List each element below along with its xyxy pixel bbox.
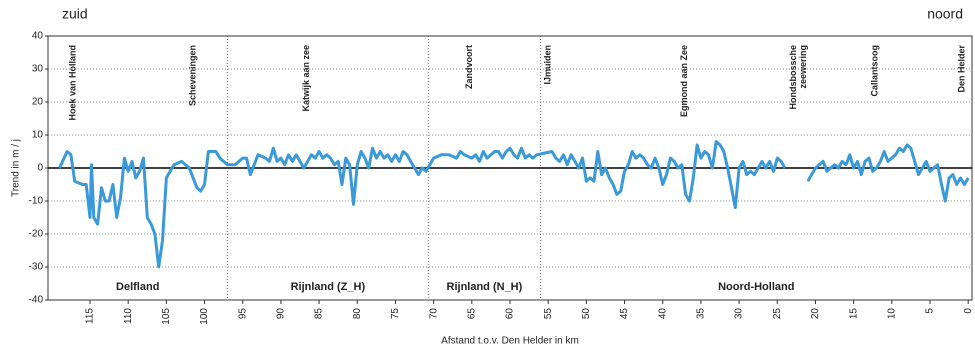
x-tick-label: 85 [314,308,325,320]
region-label: Rijnland (N_H) [447,281,523,293]
x-tick-label: 100 [199,308,210,325]
x-tick-label: 15 [848,308,859,320]
x-tick-label: 5 [925,308,936,314]
y-tick-label: -10 [29,196,44,207]
y-tick-label: 10 [32,130,44,141]
x-tick-label: 35 [696,308,707,320]
y-tick-label: -40 [29,295,44,306]
x-tick-label: 60 [505,308,516,320]
x-tick-label: 20 [810,308,821,320]
place-label: Zandvoort [464,45,474,89]
place-label: Scheveningen [187,45,197,106]
x-tick-label: 70 [428,308,439,320]
trend-line [58,140,970,269]
y-tick-label: 20 [32,97,44,108]
x-tick-label: 90 [276,308,287,320]
x-tick-label: 55 [543,308,554,320]
y-tick-label: 40 [32,31,44,42]
y-tick-label: 30 [32,64,44,75]
place-label: IJmuiden [543,45,553,85]
place-label: Callantsoog [869,45,879,97]
y-axis-label: Trend in m / j [11,139,22,197]
x-tick-label: 45 [619,308,630,320]
x-tick-label: 65 [466,308,477,320]
corner-left: zuid [62,6,88,22]
place-label: Den Helder [956,45,966,93]
x-tick-label: 10 [886,308,897,320]
x-tick-label: 110 [123,308,134,324]
x-tick-label: 0 [963,308,974,314]
y-tick-label: -30 [29,262,44,273]
region-label: Rijnland (Z_H) [291,281,366,293]
x-tick-label: 50 [581,308,592,320]
place-label: zeewering [798,45,808,89]
region-label: Delfland [116,281,159,293]
x-tick-label: 115 [85,308,96,324]
x-tick-label: 80 [352,308,363,320]
place-label: Katwijk aan zee [301,45,311,112]
x-tick-label: 75 [390,308,401,320]
y-tick-label: 0 [37,163,43,174]
x-axis-label: Afstand t.o.v. Den Helder in km [441,336,579,347]
x-tick-label: 95 [237,308,248,320]
y-tick-label: -20 [29,229,44,240]
region-label: Noord-Holland [718,281,794,293]
x-tick-label: 30 [734,308,745,320]
x-tick-label: 40 [657,308,668,320]
place-label: Egmond aan Zee [679,45,689,117]
place-label: Hondsbossche [788,45,798,110]
x-tick-label: 25 [772,308,783,320]
place-label: Hoek van Holland [68,45,78,121]
corner-right: noord [927,6,963,22]
x-tick-label: 105 [161,308,172,325]
